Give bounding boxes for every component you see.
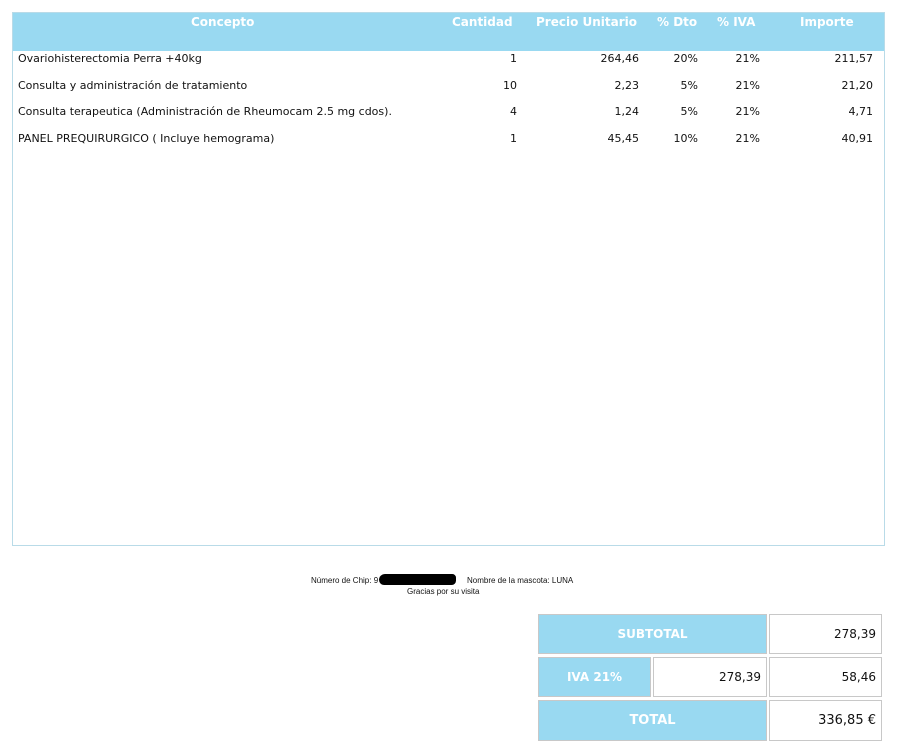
table-row: Consulta terapeutica (Administración de … [13, 105, 884, 125]
header-discount: % Dto [657, 15, 698, 29]
header-unit-price: Precio Unitario [536, 15, 638, 29]
total-label: TOTAL [538, 700, 767, 741]
table-header-row: Concepto Cantidad Precio Unitario % Dto … [13, 13, 884, 51]
row-amount: 211,57 [834, 52, 874, 65]
row-vat: 21% [735, 132, 760, 145]
row-concept: Consulta y administración de tratamiento [18, 79, 248, 92]
row-vat: 21% [735, 105, 760, 118]
row-discount: 5% [680, 105, 698, 118]
row-amount: 21,20 [841, 79, 874, 92]
row-concept: Ovariohisterectomia Perra +40kg [18, 52, 202, 65]
table-row: PANEL PREQUIRURGICO ( Incluye hemograma)… [13, 132, 884, 152]
row-quantity: 10 [503, 79, 517, 92]
row-vat: 21% [735, 79, 760, 92]
table-row: Consulta y administración de tratamiento… [13, 79, 884, 99]
header-amount: Importe [800, 15, 854, 29]
row-quantity: 1 [510, 132, 517, 145]
row-concept: PANEL PREQUIRURGICO ( Incluye hemograma) [18, 132, 275, 145]
total-value: 336,85 € [769, 700, 882, 741]
row-concept: Consulta terapeutica (Administración de … [18, 105, 392, 118]
row-unit-price: 1,24 [614, 105, 640, 118]
table-row: Ovariohisterectomia Perra +40kg 1 264,46… [13, 52, 884, 72]
subtotal-label: SUBTOTAL [538, 614, 767, 654]
row-quantity: 1 [510, 52, 517, 65]
header-vat: % IVA [717, 15, 756, 29]
row-discount: 10% [673, 132, 698, 145]
row-unit-price: 264,46 [600, 52, 640, 65]
row-discount: 20% [673, 52, 698, 65]
header-quantity: Cantidad [452, 15, 513, 29]
row-amount: 40,91 [841, 132, 874, 145]
header-concept: Concepto [191, 15, 255, 29]
pet-info-footer: Número de Chip: 9 Nombre de la mascota: … [0, 574, 903, 600]
row-amount: 4,71 [848, 105, 874, 118]
thanks-message: Gracias por su visita [407, 587, 480, 596]
invoice-table: Concepto Cantidad Precio Unitario % Dto … [12, 12, 885, 546]
row-unit-price: 45,45 [607, 132, 640, 145]
row-discount: 5% [680, 79, 698, 92]
subtotal-value: 278,39 [769, 614, 882, 654]
redacted-chip-number [379, 574, 456, 585]
row-quantity: 4 [510, 105, 517, 118]
row-unit-price: 2,23 [614, 79, 640, 92]
vat-amount: 58,46 [769, 657, 882, 697]
pet-name-label: Nombre de la mascota: LUNA [467, 576, 574, 585]
vat-label: IVA 21% [538, 657, 651, 697]
chip-number-label: Número de Chip: 9 [311, 576, 379, 585]
vat-base: 278,39 [653, 657, 767, 697]
row-vat: 21% [735, 52, 760, 65]
